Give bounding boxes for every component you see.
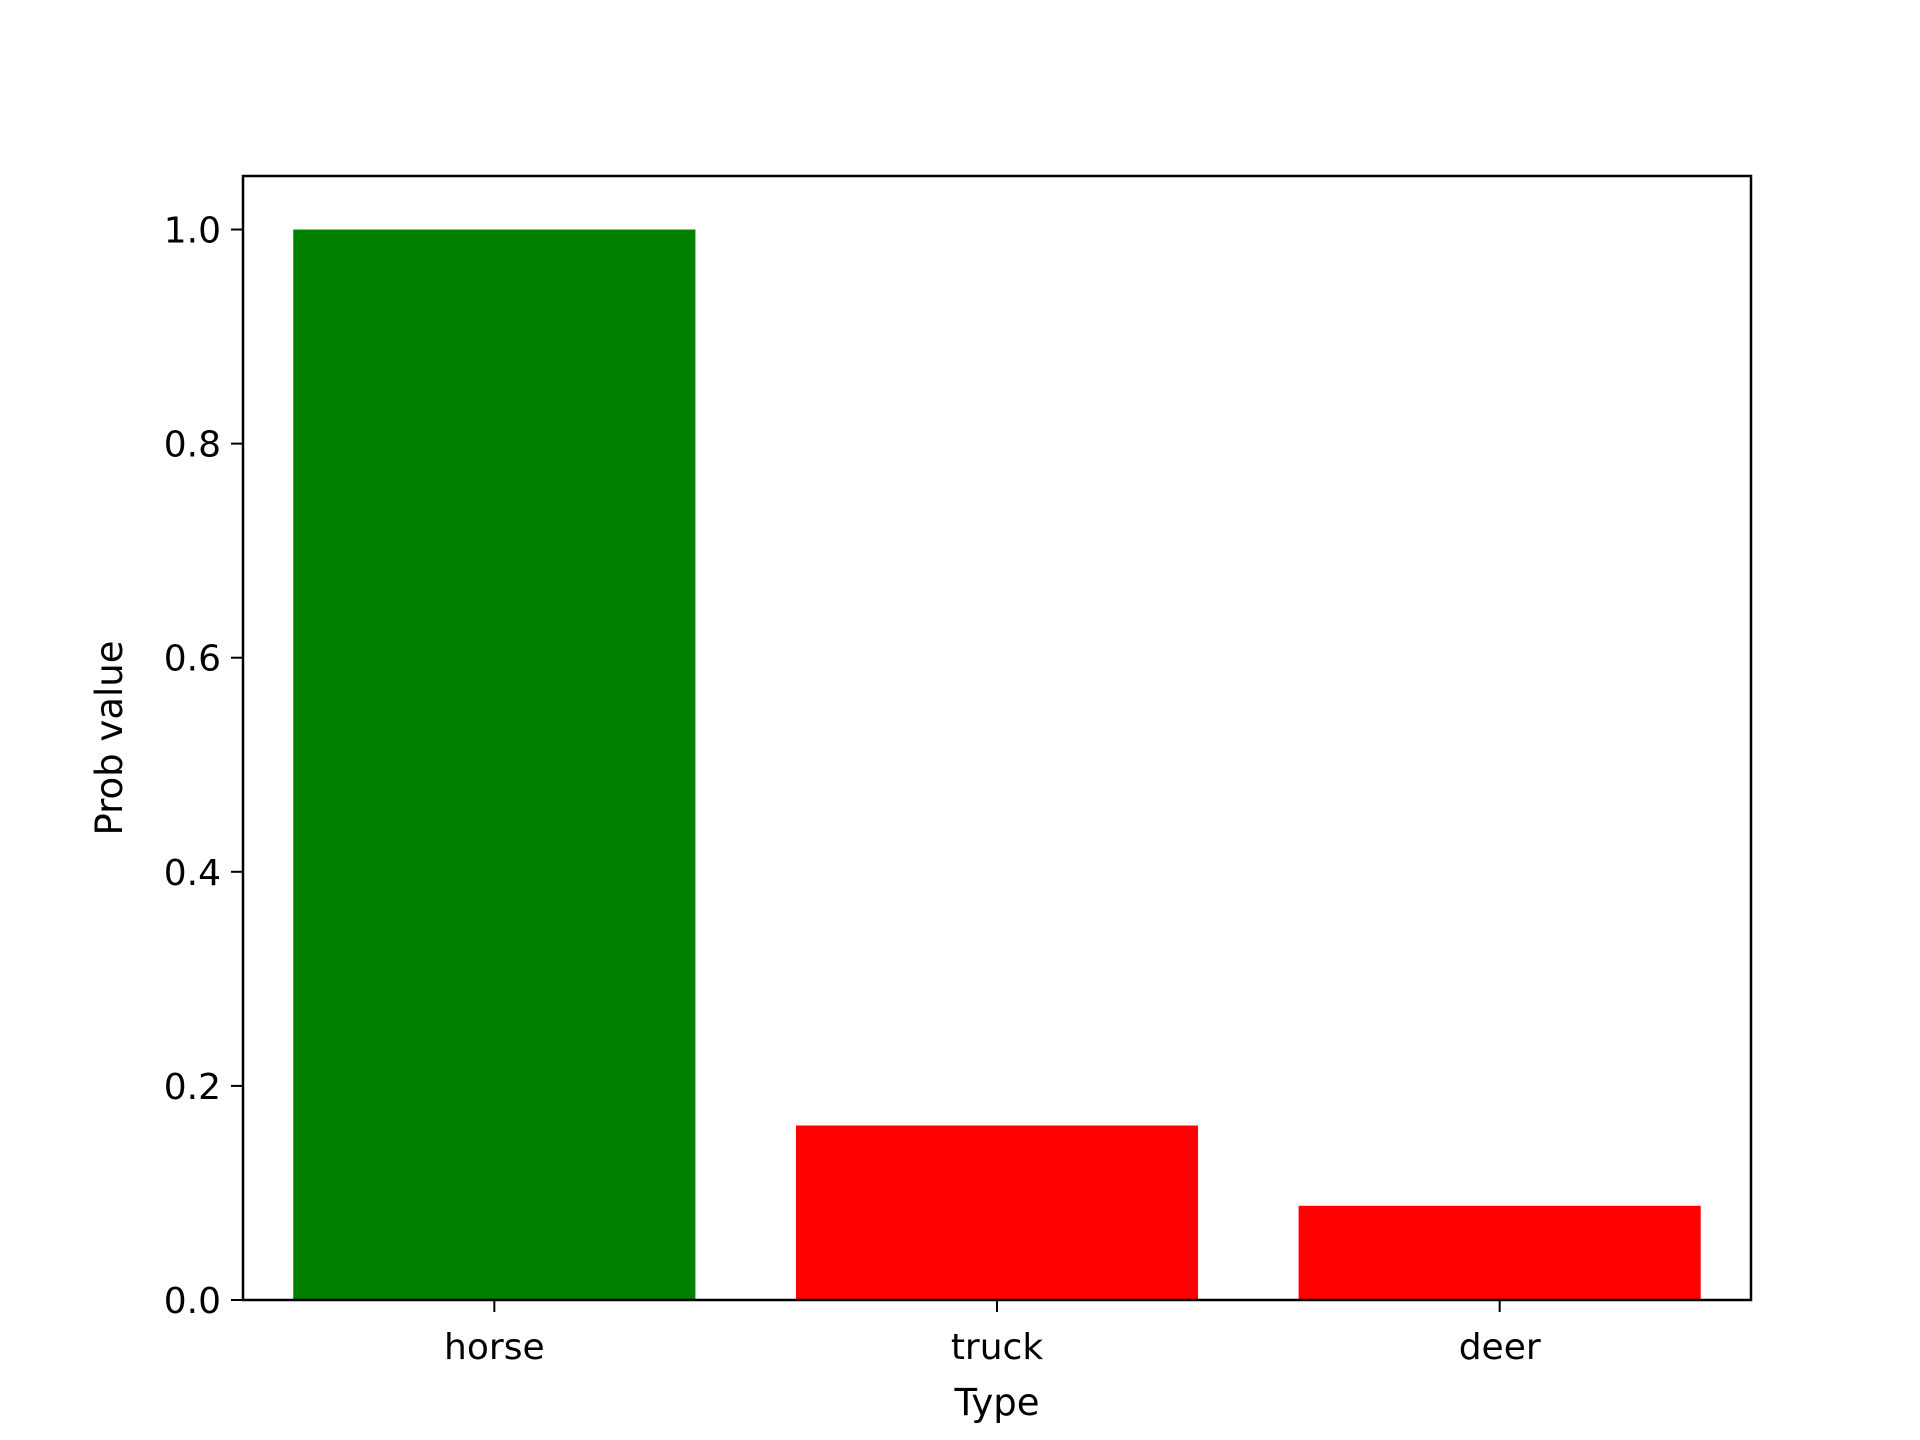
bar-horse xyxy=(293,229,696,1300)
x-axis-title: Type xyxy=(954,1381,1040,1424)
y-tick-label: 0.8 xyxy=(164,425,221,466)
y-tick-label: 0.0 xyxy=(164,1281,221,1322)
x-tick-label: deer xyxy=(1459,1327,1541,1368)
ticks-group: horse truck deer 0.0 0.2 0.4 0.6 0.8 1.0 xyxy=(164,211,1541,1368)
y-axis-title: Prob value xyxy=(88,640,131,835)
y-tick-label: 0.4 xyxy=(164,853,221,894)
y-tick-label: 1.0 xyxy=(164,211,221,252)
plot-frame xyxy=(241,174,1753,1302)
x-tick-label: truck xyxy=(951,1327,1044,1368)
x-tick-label: horse xyxy=(444,1327,545,1368)
bar-deer xyxy=(1298,1205,1701,1300)
y-tick-label: 0.6 xyxy=(164,639,221,680)
y-tick-label: 0.2 xyxy=(164,1067,221,1108)
bars-group xyxy=(293,229,1701,1300)
bar-truck xyxy=(795,1125,1199,1300)
